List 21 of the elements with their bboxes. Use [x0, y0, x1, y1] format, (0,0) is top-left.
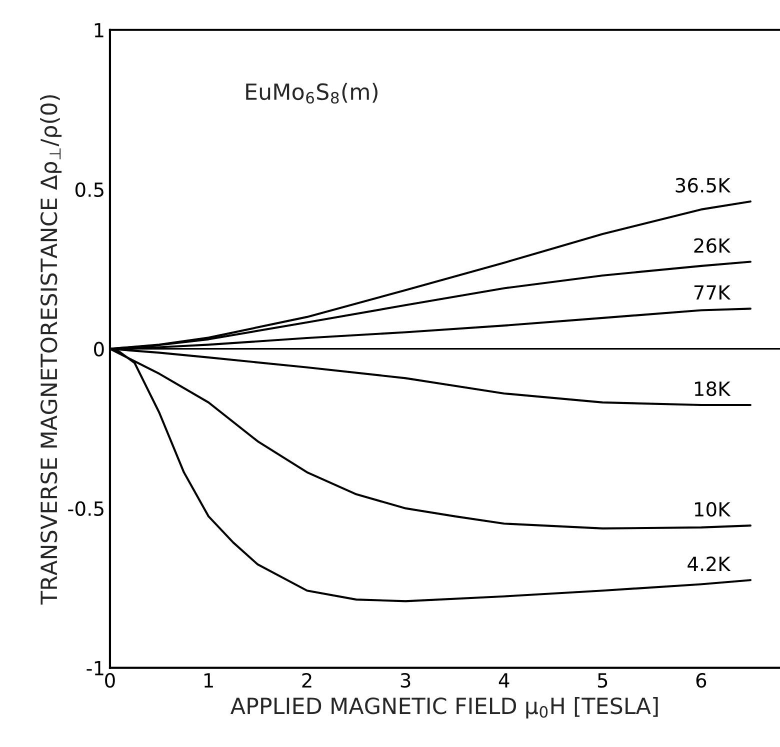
x-tick-label: 5 — [598, 673, 608, 688]
y-tick-label: 1 — [94, 23, 104, 38]
y-tick-label: 0.5 — [75, 182, 104, 198]
series-label: 36.5K — [676, 178, 731, 193]
x-tick-label: 2 — [302, 673, 312, 688]
x-tick-label: 3 — [400, 673, 410, 688]
series-label: 10K — [694, 502, 731, 517]
series-label: 77K — [694, 285, 731, 300]
x-tick-label: 4 — [498, 673, 510, 688]
x-tick-label: 6 — [696, 673, 706, 688]
x-axis-title: APPLIED MAGNETIC FIELD μ$_{0}$H [TESLA] — [230, 697, 658, 719]
series-label: 18K — [694, 381, 731, 396]
annotation: EuMo$_{6}$S$_{8}$(m) — [246, 82, 378, 104]
y-axis-title: TRANSVERSE MAGNETORESISTANCE Δρ$_{⊥}$/ρ(0) — [40, 95, 62, 605]
y-tick-label: -0.5 — [68, 501, 104, 516]
y-tick-label: 0 — [94, 342, 104, 357]
x-tick-label: 0 — [105, 673, 115, 688]
series-label: 26K — [694, 238, 731, 253]
x-tick-label: 1 — [204, 673, 213, 688]
series-label: 4.2K — [688, 556, 731, 571]
y-tick-label: -1 — [86, 661, 104, 676]
